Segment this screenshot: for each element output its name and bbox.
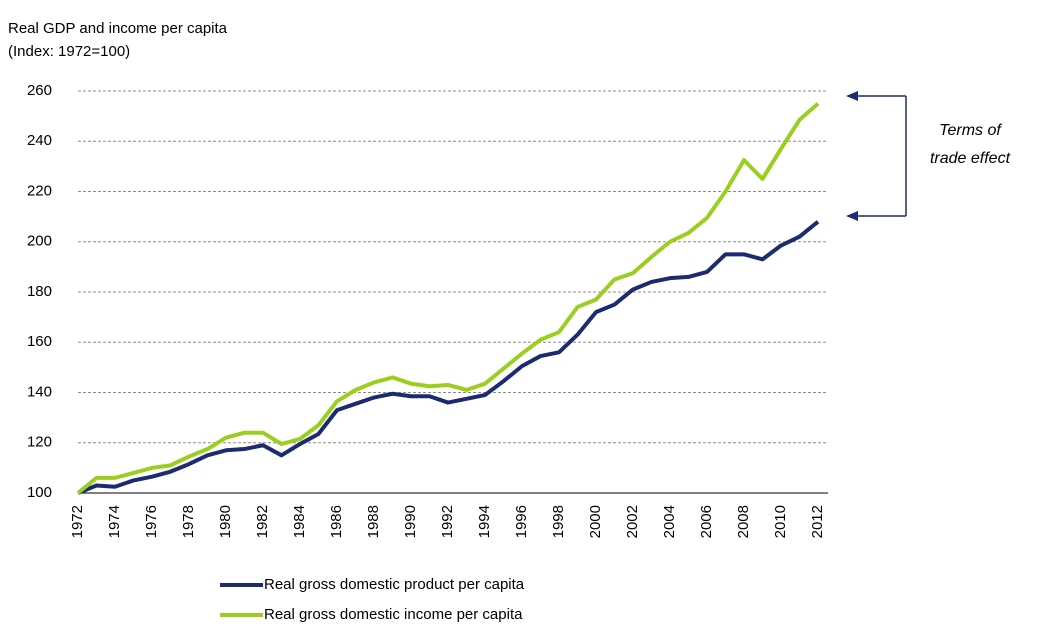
x-tick-label: 1972 <box>69 505 86 538</box>
x-tick-label: 1998 <box>550 505 567 538</box>
x-tick-label: 1990 <box>402 505 419 538</box>
x-tick-label: 2012 <box>809 505 826 538</box>
y-tick-label: 200 <box>27 233 52 250</box>
y-tick-label: 160 <box>27 333 52 350</box>
x-tick-label: 2004 <box>661 505 678 538</box>
annotation: Terms of <box>939 122 1002 139</box>
x-tick-label: 1976 <box>143 505 160 538</box>
bracket-arm <box>852 95 906 217</box>
legend-label: Real gross domestic product per capita <box>264 576 525 593</box>
x-tick-label: 2010 <box>772 505 789 538</box>
x-tick-label: 1984 <box>291 505 308 538</box>
x-tick-label: 1988 <box>365 505 382 538</box>
x-tick-label: 1994 <box>476 505 493 538</box>
y-tick-label: 180 <box>27 283 52 300</box>
y-tick-label: 220 <box>27 182 52 199</box>
arrow-head <box>846 91 858 221</box>
bracket <box>852 95 907 217</box>
x-tick-label: 2000 <box>587 505 604 538</box>
x-tick-label: 1986 <box>328 505 345 538</box>
chart-subtitle: (Index: 1972=100) <box>8 43 130 60</box>
x-tick-label: 1996 <box>513 505 530 538</box>
x-tick-label: 2006 <box>698 505 715 538</box>
x-tick-label: 2008 <box>735 505 752 538</box>
x-tick-label: 1974 <box>106 505 123 538</box>
x-tick-label: 1980 <box>217 505 234 538</box>
x-tick-label: 1978 <box>180 505 197 538</box>
x-tick-label: 2002 <box>624 505 641 538</box>
x-tick-label: 1992 <box>439 505 456 538</box>
series-line <box>77 220 820 495</box>
x-tick-label: 1982 <box>254 505 271 538</box>
legend-label: Real gross domestic income per capita <box>264 606 523 623</box>
y-tick-label: 240 <box>27 132 52 149</box>
chart-title: Real GDP and income per capita <box>8 20 228 37</box>
y-tick-label: 100 <box>27 484 52 501</box>
annotation: trade effect <box>930 150 1011 167</box>
y-tick-label: 120 <box>27 434 52 451</box>
y-tick-label: 260 <box>27 82 52 99</box>
series-line <box>76 102 820 495</box>
y-tick-label: 140 <box>27 383 52 400</box>
